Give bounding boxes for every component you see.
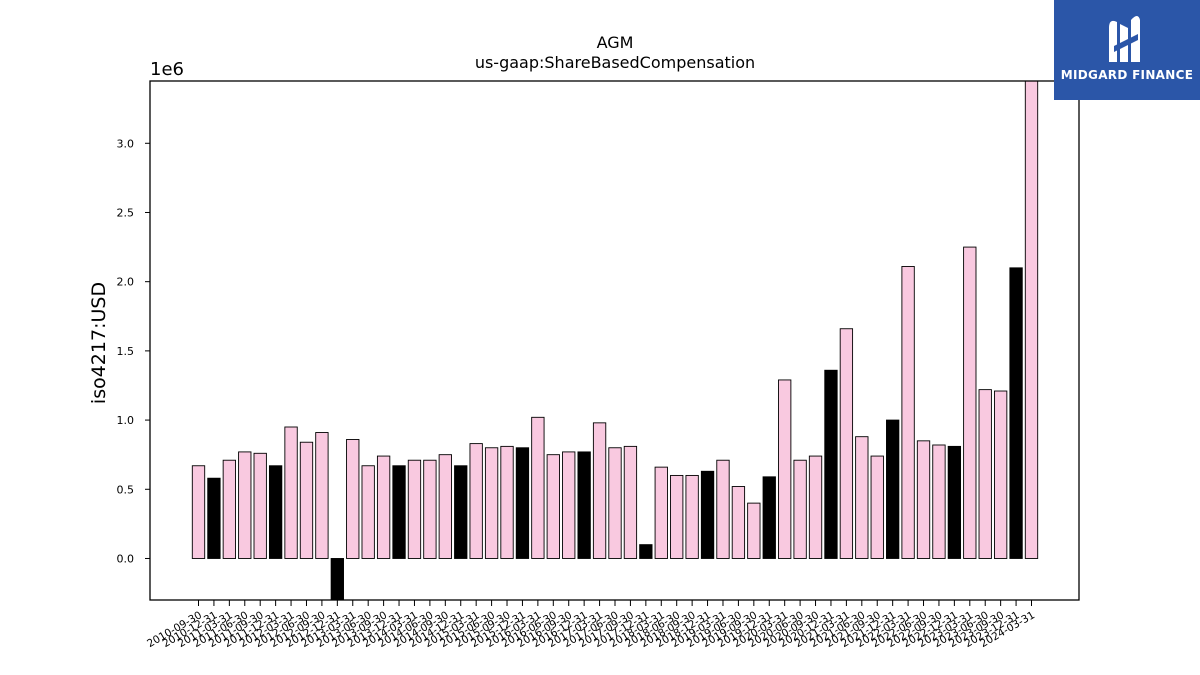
bar-2020-06-30 [793, 459, 807, 559]
bar-2015-06-30 [484, 447, 499, 559]
y-tick-label: 0.5 [117, 483, 135, 496]
bar-2015-12-31 [515, 447, 530, 559]
bar-2016-06-30 [546, 454, 560, 559]
midgard-logo-icon [1109, 16, 1140, 62]
bar-2012-12-31 [330, 558, 344, 601]
plot-frame [149, 80, 1080, 601]
bar-2018-09-30 [685, 474, 699, 559]
bar-2018-06-30 [670, 474, 684, 559]
bar-2015-03-31 [469, 443, 483, 559]
bar-2016-03-31 [531, 416, 545, 559]
logo-text: MIDGARD FINANCE [1060, 68, 1194, 82]
bar-2022-03-31 [901, 266, 915, 559]
y-tick-label: 2.0 [117, 276, 135, 289]
bar-2018-03-31 [654, 466, 668, 559]
bar-2012-03-31 [284, 426, 298, 559]
bar-2014-12-31 [454, 465, 468, 559]
bar-2014-03-31 [407, 459, 422, 559]
y-tick-label: 1.5 [117, 345, 135, 358]
bar-2017-12-31 [639, 544, 653, 559]
bar-2014-06-30 [423, 459, 437, 559]
y-tick-label: 1.0 [117, 414, 135, 427]
bar-2010-12-31 [207, 477, 221, 559]
bar-2011-03-31 [222, 459, 237, 559]
bar-2014-09-30 [438, 454, 452, 559]
bar-2017-03-31 [592, 422, 607, 559]
bar-2021-06-30 [855, 436, 869, 559]
bar-2019-06-30 [731, 486, 746, 559]
bar-2012-09-30 [315, 432, 329, 559]
bar-2020-09-30 [808, 455, 823, 559]
y-tick-label: 0.0 [117, 552, 135, 565]
bar-2017-06-30 [608, 447, 622, 559]
bar-2018-12-31 [700, 470, 715, 559]
bar-2011-09-30 [253, 452, 267, 559]
bar-2021-03-31 [839, 328, 854, 559]
midgard-logo: MIDGARD FINANCE [1054, 0, 1200, 100]
bar-2023-12-31 [1009, 267, 1023, 559]
bar-2011-06-30 [238, 451, 252, 559]
y-tick-label: 2.5 [117, 206, 135, 219]
bar-2016-12-31 [577, 451, 591, 559]
x-axis-ticks: 2010-09-302010-12-312011-03-312011-06-30… [145, 600, 1037, 650]
bar-2023-09-30 [993, 390, 1008, 559]
bar-2019-09-30 [747, 502, 761, 559]
bar-2013-03-31 [346, 439, 360, 559]
bar-2022-09-30 [932, 444, 946, 559]
bar-2017-09-30 [623, 445, 638, 559]
bar-2022-06-30 [916, 440, 931, 559]
bar-2020-03-31 [778, 379, 792, 559]
bar-2021-09-30 [870, 455, 884, 559]
bar-2012-06-30 [299, 441, 314, 559]
bar-2011-12-31 [268, 465, 283, 559]
bar-2016-09-30 [562, 451, 576, 559]
bar-2023-06-30 [978, 389, 992, 559]
bar-2020-12-31 [824, 369, 838, 559]
bar-2013-06-30 [361, 465, 375, 559]
bar-2013-09-30 [376, 455, 391, 559]
bar-2023-03-31 [963, 246, 977, 559]
bar-2021-12-31 [886, 419, 900, 559]
bar-2010-09-30 [191, 465, 206, 559]
chart-subtitle: us-gaap:ShareBasedCompensation [475, 53, 755, 72]
bar-2022-12-31 [947, 445, 962, 559]
bars [191, 80, 1039, 601]
y-offset-label: 1e6 [150, 59, 184, 80]
y-axis-label: iso4217:USD [88, 282, 110, 404]
y-tick-label: 3.0 [117, 137, 135, 150]
bar-2019-12-31 [762, 476, 776, 559]
bar-2019-03-31 [716, 459, 730, 559]
bar-2015-09-30 [500, 445, 514, 559]
y-axis-ticks: 0.0 0.5 1.0 1.5 2.0 2.5 3.0 [117, 137, 150, 565]
chart-title: AGM [597, 33, 634, 52]
bar-2013-12-31 [392, 465, 406, 559]
bar-2024-03-31 [1024, 80, 1039, 559]
